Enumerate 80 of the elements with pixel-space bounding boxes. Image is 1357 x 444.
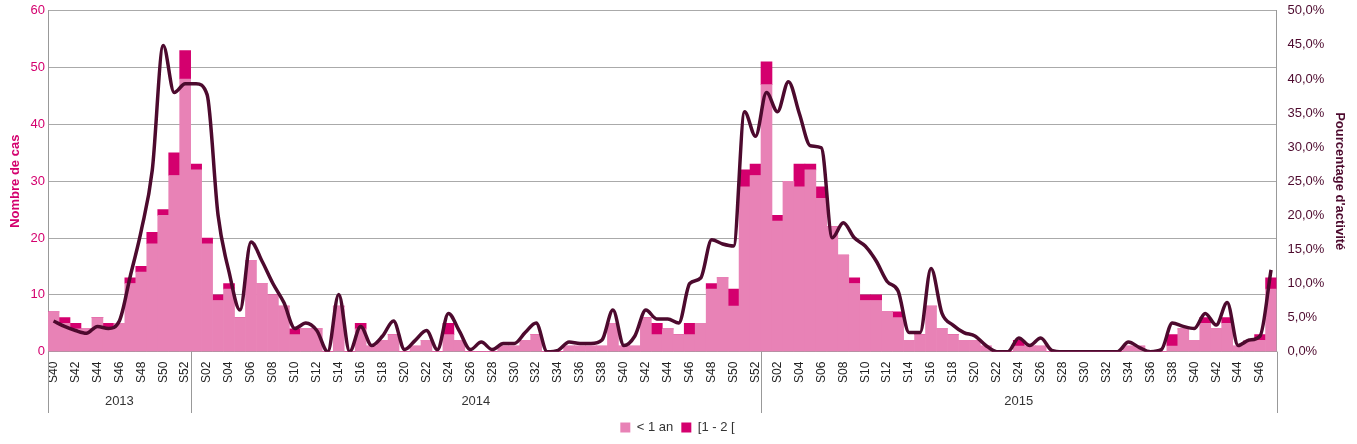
y2-tick-label: 35,0% <box>1287 104 1325 120</box>
x-tick-label: S32 <box>528 361 543 384</box>
text: 2015 <box>1004 392 1034 408</box>
y2-tick-label: 5,0% <box>1287 309 1318 325</box>
y2-tick-label: 45,0% <box>1287 36 1325 52</box>
x-tick-label: S10 <box>287 361 302 384</box>
x-tick-label: S16 <box>352 361 367 384</box>
x-tick-label: S42 <box>67 361 82 384</box>
y2-tick-label: 40,0% <box>1287 70 1325 86</box>
x-tick-label: S04 <box>791 361 806 384</box>
x-tick-label: S26 <box>1033 361 1048 384</box>
x-tick-label: S26 <box>462 361 477 384</box>
x-tick-label: S28 <box>1054 361 1069 384</box>
x-tick-label: S48 <box>133 361 148 384</box>
x-tick-label: S12 <box>879 361 894 384</box>
y-tick-label: 20 <box>30 229 46 245</box>
x-tick-label: S40 <box>616 361 631 384</box>
x-tick-label: S48 <box>703 361 718 384</box>
x-tick-label: S38 <box>1164 361 1179 384</box>
x-tick-label: S06 <box>813 361 828 384</box>
x-tick-label: S46 <box>682 361 697 384</box>
y-tick-label: 0 <box>37 343 46 359</box>
x-tick-label: S38 <box>594 361 609 384</box>
y-tick-label: 60 <box>30 2 46 18</box>
x-tick-label: S22 <box>418 361 433 384</box>
x-tick-label: S30 <box>506 361 521 384</box>
y2-tick-label: 30,0% <box>1287 138 1325 154</box>
x-tick-label: S18 <box>374 361 389 384</box>
x-tick-label: S46 <box>111 361 126 384</box>
y2-tick-label: 15,0% <box>1287 240 1325 256</box>
y2-tick-label: 50,0% <box>1287 2 1325 18</box>
y2-axis-title: Pourcentage d'activité <box>1332 112 1348 251</box>
x-tick-label: S06 <box>243 361 258 384</box>
legend-label: [1 - 2 [ <box>697 419 736 435</box>
y-tick-label: 10 <box>30 286 46 302</box>
x-tick-label: S18 <box>945 361 960 384</box>
x-tick-label: S24 <box>1011 361 1026 384</box>
y-tick-label: 40 <box>30 115 46 131</box>
x-tick-label: S42 <box>1208 361 1223 384</box>
text: 2014 <box>461 392 491 408</box>
x-tick-label: S36 <box>572 361 587 384</box>
text: 2013 <box>104 392 134 408</box>
x-tick-label: S40 <box>1186 361 1201 384</box>
y-tick-label: 30 <box>30 172 46 188</box>
x-tick-label: S34 <box>1120 361 1135 384</box>
x-tick-label: S04 <box>221 361 236 384</box>
x-tick-label: S44 <box>89 361 104 384</box>
x-tick-label: S52 <box>177 361 192 384</box>
x-tick-label: S20 <box>967 361 982 384</box>
legend-label: < 1 an <box>636 419 674 435</box>
y2-tick-label: 10,0% <box>1287 275 1325 291</box>
x-tick-label: S20 <box>396 361 411 384</box>
x-tick-label: S22 <box>989 361 1004 384</box>
x-tick-label: S08 <box>835 361 850 384</box>
x-tick-label: S14 <box>331 361 346 384</box>
y-tick-label: 50 <box>30 59 46 75</box>
x-tick-label: S08 <box>265 361 280 384</box>
y2-tick-label: 0,0% <box>1287 343 1318 359</box>
x-tick-label: S32 <box>1098 361 1113 384</box>
x-tick-label: S46 <box>1252 361 1267 384</box>
x-tick-label: S50 <box>725 361 740 384</box>
y-axis-title: Nombre de cas <box>7 134 23 228</box>
x-tick-label: S12 <box>309 361 324 384</box>
x-tick-label: S02 <box>199 361 214 384</box>
x-tick-label: S14 <box>901 361 916 384</box>
x-tick-label: S36 <box>1142 361 1157 384</box>
x-tick-label: S44 <box>1230 361 1245 384</box>
y2-tick-label: 25,0% <box>1287 172 1325 188</box>
x-tick-label: S16 <box>923 361 938 384</box>
x-tick-label: S02 <box>769 361 784 384</box>
y2-tick-label: 20,0% <box>1287 206 1325 222</box>
x-tick-label: S50 <box>155 361 170 384</box>
x-tick-label: S44 <box>660 361 675 384</box>
x-tick-label: S10 <box>857 361 872 384</box>
x-tick-label: S28 <box>484 361 499 384</box>
x-tick-label: S34 <box>550 361 565 384</box>
x-tick-label: S52 <box>747 361 762 384</box>
x-tick-label: S30 <box>1076 361 1091 384</box>
x-tick-label: S24 <box>440 361 455 384</box>
x-tick-label: S42 <box>638 361 653 384</box>
